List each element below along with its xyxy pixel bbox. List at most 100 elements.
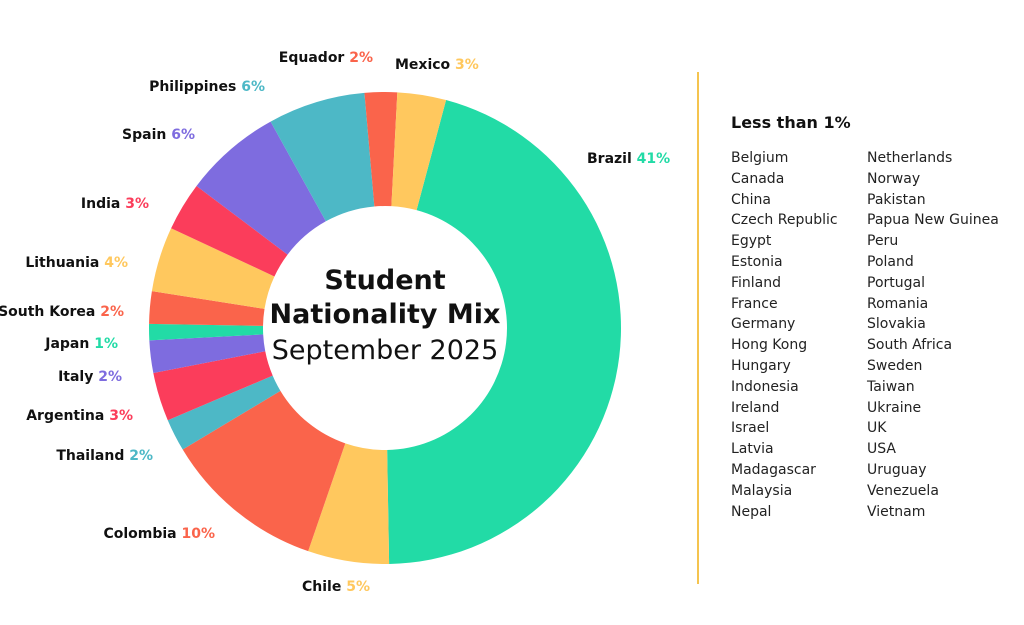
slice-colombia <box>182 390 346 552</box>
slice-label-spain: Spain 6% <box>122 127 195 143</box>
slice-label-equador: Equador 2% <box>279 50 373 66</box>
slice-label-india: India 3% <box>81 196 149 212</box>
slice-label-name: Spain <box>122 127 171 143</box>
country-item: Portugal <box>867 274 925 291</box>
country-item: Papua New Guinea <box>867 212 999 229</box>
slice-brazil <box>387 100 622 564</box>
country-item: Egypt <box>731 233 772 250</box>
slice-label-name: Thailand <box>56 448 129 464</box>
slice-mexico <box>391 92 447 211</box>
slice-thailand <box>167 375 281 450</box>
country-item: France <box>731 295 778 312</box>
slice-label-brazil: Brazil 41% <box>587 151 670 167</box>
country-item: Slovakia <box>867 316 926 333</box>
country-item: Israel <box>731 420 770 437</box>
country-list-a: Belgium Canada China Czech Republic Egypt Est… <box>731 148 838 522</box>
country-item: Ireland <box>731 399 780 416</box>
slice-label-value: 3% <box>125 196 149 212</box>
slice-japan <box>149 323 264 341</box>
slice-label-chile: Chile 5% <box>302 579 370 595</box>
slice-spain <box>196 121 326 255</box>
country-item: Peru <box>867 233 899 250</box>
divider-line <box>697 72 699 584</box>
slice-india <box>171 185 288 277</box>
slice-label-name: Equador <box>279 50 349 66</box>
country-item: Taiwan <box>867 378 915 395</box>
slice-argentina <box>153 351 273 421</box>
slice-equador <box>364 92 398 207</box>
country-item: Poland <box>867 253 914 270</box>
slice-label-name: India <box>81 196 125 212</box>
slice-label-value: 6% <box>171 127 195 143</box>
slice-label-name: Brazil <box>587 151 637 167</box>
slice-label-value: 5% <box>346 579 370 595</box>
slice-label-name: Chile <box>302 579 346 595</box>
country-item: Canada <box>731 170 785 187</box>
country-item: Czech Republic <box>731 212 838 229</box>
slice-label-argentina: Argentina 3% <box>26 408 133 424</box>
country-item: USA <box>867 441 896 458</box>
slice-label-value: 2% <box>100 304 124 320</box>
country-item: Madagascar <box>731 461 816 478</box>
slice-label-value: 10% <box>181 526 215 542</box>
country-item: Estonia <box>731 253 783 270</box>
slice-label-value: 4% <box>104 255 128 271</box>
chart-title: Student Nationality Mix <box>270 265 501 330</box>
country-item: Indonesia <box>731 378 799 395</box>
slice-label-thailand: Thailand 2% <box>56 448 153 464</box>
country-item: Uruguay <box>867 461 927 478</box>
slice-labels: Brazil 41% Chile 5% Colombia 10% Thailand 2… <box>0 50 670 595</box>
slice-label-value: 2% <box>349 50 373 66</box>
country-item: Latvia <box>731 441 774 458</box>
country-item: Ukraine <box>867 399 922 416</box>
slice-label-name: Argentina <box>26 408 109 424</box>
slice-label-japan: Japan 1% <box>44 336 118 352</box>
slice-label-name: South Korea <box>0 304 100 320</box>
slice-label-value: 3% <box>455 57 479 73</box>
slice-label-south-korea: South Korea 2% <box>0 304 124 320</box>
slice-lithuania <box>151 228 275 309</box>
country-item: China <box>731 191 771 208</box>
country-item: Hungary <box>731 357 791 374</box>
slice-label-italy: Italy 2% <box>58 369 122 385</box>
slice-philippines <box>270 92 375 222</box>
country-item: Malaysia <box>731 482 793 499</box>
country-item: South Africa <box>867 337 953 354</box>
slice-label-name: Japan <box>44 336 94 352</box>
slice-label-value: 41% <box>637 151 671 167</box>
slice-label-lithuania: Lithuania 4% <box>25 255 128 271</box>
less-than-title: Less than 1% <box>731 113 851 132</box>
slice-label-mexico: Mexico 3% <box>395 57 479 73</box>
country-item: Netherlands <box>867 150 953 166</box>
slice-label-value: 3% <box>109 408 133 424</box>
slice-label-philippines: Philippines 6% <box>149 79 265 95</box>
slice-label-value: 1% <box>94 336 118 352</box>
country-item: Vietnam <box>867 503 926 520</box>
slice-label-value: 2% <box>129 448 153 464</box>
country-list-b: Netherlands Norway Pakistan Papua New Guine… <box>867 148 999 522</box>
country-item: Nepal <box>731 503 772 520</box>
slice-label-value: 2% <box>98 369 122 385</box>
country-item: Finland <box>731 274 782 291</box>
slice-south-korea <box>149 291 265 326</box>
slice-label-name: Lithuania <box>25 255 104 271</box>
slice-label-name: Colombia <box>103 526 181 542</box>
chart-subtitle: September 2025 <box>272 335 499 366</box>
country-item: Germany <box>731 316 796 333</box>
slice-label-name: Mexico <box>395 57 455 73</box>
country-item: Sweden <box>867 357 923 374</box>
country-item: UK <box>867 420 887 437</box>
slice-chile <box>308 443 390 564</box>
slice-label-name: Italy <box>58 369 98 385</box>
donut-chart: Brazil 41% Chile 5% Colombia 10% Thailand 2… <box>0 50 670 595</box>
country-item: Pakistan <box>867 191 926 208</box>
country-item: Belgium <box>731 150 789 166</box>
donut-slices <box>149 92 622 564</box>
slice-label-value: 6% <box>241 79 265 95</box>
slice-label-name: Philippines <box>149 79 241 95</box>
country-item: Venezuela <box>867 482 939 499</box>
country-item: Norway <box>867 170 921 187</box>
country-item: Romania <box>867 295 929 312</box>
slice-italy <box>149 334 266 374</box>
country-item: Hong Kong <box>731 337 808 354</box>
